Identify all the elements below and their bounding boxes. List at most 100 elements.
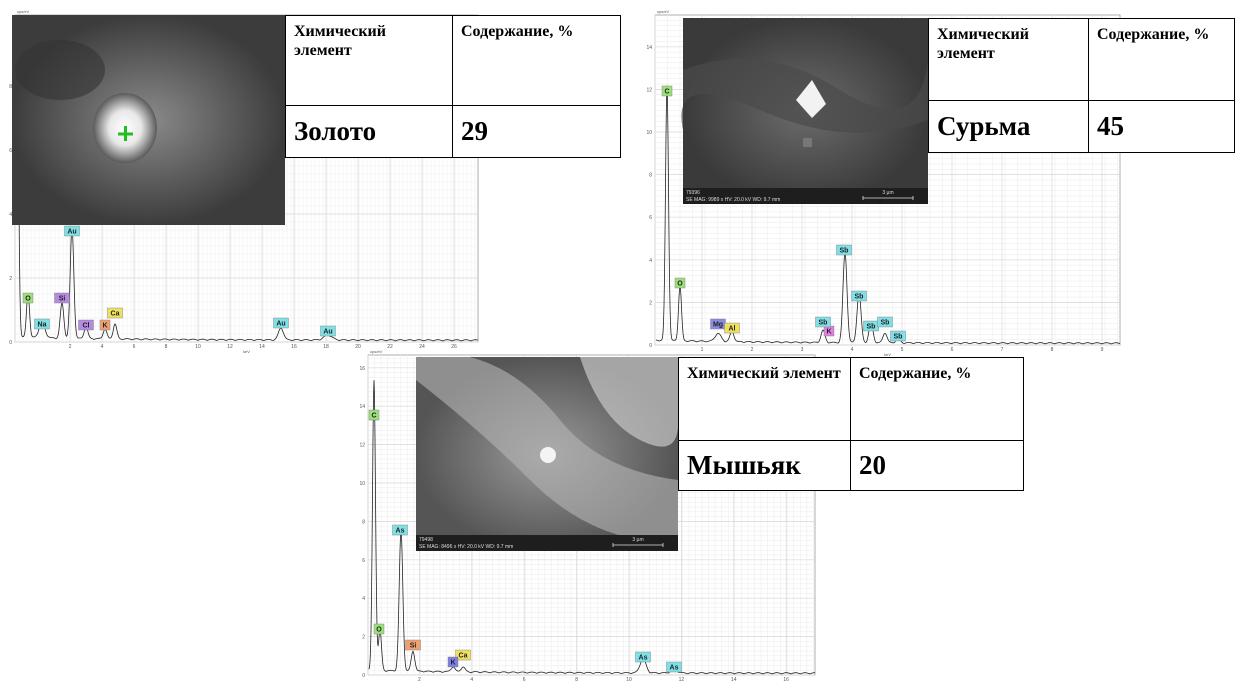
x-tick-label: 16 bbox=[783, 677, 789, 681]
peak-label: Au bbox=[276, 321, 285, 328]
x-tick-label: 8 bbox=[1051, 347, 1054, 353]
x-tick-label: 2 bbox=[69, 344, 72, 350]
peak-label: As bbox=[396, 528, 405, 535]
peak-label: Sb bbox=[819, 320, 828, 327]
y-tick-label: 8 bbox=[9, 84, 12, 90]
peak-label-box bbox=[405, 639, 421, 651]
spectrum-curve bbox=[368, 380, 815, 675]
y-tick-label: 4 bbox=[9, 212, 12, 218]
x-tick-label: 7 bbox=[1001, 347, 1004, 353]
peak-label-box bbox=[273, 317, 289, 329]
header: Химический элемент bbox=[928, 18, 1089, 101]
x-tick-label: 14 bbox=[731, 677, 737, 681]
peak-label: Sb bbox=[840, 248, 849, 255]
peak-label-box bbox=[22, 292, 34, 304]
x-tick-label: 4 bbox=[851, 347, 854, 353]
y-tick-label: 8 bbox=[362, 519, 365, 525]
x-tick-label: 8 bbox=[165, 344, 168, 350]
image-info: SE MAG: 8496 x HV: 20.0 kV WD: 9.7 mm bbox=[419, 544, 513, 550]
image-id: 79498 bbox=[419, 537, 433, 543]
peak-label-box bbox=[368, 409, 380, 421]
peak-label: O bbox=[25, 296, 31, 303]
caption-bar bbox=[416, 535, 678, 551]
header: Содержание, % bbox=[1088, 18, 1235, 101]
peak-label: Sb bbox=[881, 320, 890, 327]
y-tick-label: 0 bbox=[362, 673, 365, 679]
y-tick-label: 2 bbox=[9, 276, 12, 282]
x-unit: keV bbox=[884, 352, 891, 357]
x-tick-label: 6 bbox=[523, 677, 526, 681]
scale-text: 3 µm bbox=[632, 537, 643, 543]
peak-label-box bbox=[455, 649, 471, 661]
peak-label: C bbox=[664, 89, 669, 96]
y-tick-label: 6 bbox=[362, 558, 365, 564]
peak-label-box bbox=[107, 307, 123, 319]
peak-label-box bbox=[320, 325, 336, 337]
particle bbox=[796, 80, 826, 118]
peak-label: Au bbox=[323, 329, 332, 336]
scale-bar bbox=[612, 543, 664, 547]
header: Содержание, % bbox=[850, 357, 1024, 441]
content: 29 bbox=[452, 105, 621, 158]
peak-label: K bbox=[826, 329, 831, 336]
x-tick-label: 5 bbox=[901, 347, 904, 353]
peak-label-box bbox=[851, 290, 867, 302]
y-unit: cps/eV bbox=[17, 9, 30, 14]
x-tick-label: 9 bbox=[1101, 347, 1104, 353]
spectrum-curve bbox=[655, 85, 1121, 345]
content: 20 bbox=[850, 440, 1024, 491]
table: Химический элемент Содержание, % Золото 29 bbox=[285, 15, 621, 158]
x-tick-label: 12 bbox=[227, 344, 233, 350]
y-unit: cps/eV bbox=[657, 9, 670, 14]
header: Химический элемент bbox=[285, 15, 453, 106]
x-tick-label: 4 bbox=[470, 677, 473, 681]
peak-label-box bbox=[64, 225, 80, 237]
peak-label: Ca bbox=[459, 653, 468, 660]
y-tick-label: 14 bbox=[646, 45, 652, 51]
table: Химический элемент Содержание, % Сурьма 45 bbox=[928, 18, 1235, 153]
header: Содержание, % bbox=[452, 15, 621, 106]
particle bbox=[803, 138, 812, 147]
peak-label: Cl bbox=[83, 323, 90, 330]
peak-label: Mg bbox=[713, 322, 723, 329]
peak-label-box bbox=[54, 292, 70, 304]
x-unit: keV bbox=[243, 349, 250, 354]
y-tick-label: 4 bbox=[362, 596, 365, 602]
peak-label: Au bbox=[67, 229, 76, 236]
y-tick-label: 12 bbox=[646, 87, 652, 93]
peak-label-box bbox=[724, 322, 740, 334]
peak-label-box bbox=[34, 318, 50, 330]
y-tick-label: 6 bbox=[649, 215, 652, 221]
x-tick-label: 12 bbox=[679, 677, 685, 681]
element: Золото bbox=[285, 105, 453, 158]
y-tick-label: 4 bbox=[649, 258, 652, 264]
content: 45 bbox=[1088, 100, 1235, 153]
particle bbox=[540, 447, 556, 463]
x-tick-label: 6 bbox=[951, 347, 954, 353]
peak-label: O bbox=[677, 281, 683, 288]
y-tick-label: 0 bbox=[649, 343, 652, 349]
y-tick-label: 2 bbox=[649, 300, 652, 306]
image-info: SE MAG: 9989 x HV: 20.0 kV WD: 9.7 mm bbox=[686, 197, 780, 203]
x-tick-label: 10 bbox=[195, 344, 201, 350]
x-tick-label: 2 bbox=[418, 677, 421, 681]
x-tick-label: 4 bbox=[101, 344, 104, 350]
peak-label: Si bbox=[410, 643, 417, 650]
peak-label: C bbox=[371, 413, 376, 420]
spectrum-curve bbox=[15, 17, 479, 342]
peak-label: O bbox=[376, 627, 382, 634]
x-tick-label: 22 bbox=[387, 344, 393, 350]
scale-bar bbox=[862, 196, 914, 200]
peak-label-box bbox=[661, 85, 673, 97]
x-tick-label: 16 bbox=[291, 344, 297, 350]
y-tick-label: 2 bbox=[362, 635, 365, 641]
x-tick-label: 18 bbox=[323, 344, 329, 350]
cursor bbox=[118, 126, 133, 141]
x-tick-label: 3 bbox=[801, 347, 804, 353]
peak-label: Si bbox=[59, 296, 66, 303]
peak-label: Sb bbox=[855, 294, 864, 301]
peak-label: K bbox=[450, 660, 455, 667]
x-tick-label: 10 bbox=[626, 677, 632, 681]
scale-text: 3 µm bbox=[882, 190, 893, 196]
y-tick-label: 6 bbox=[9, 148, 12, 154]
